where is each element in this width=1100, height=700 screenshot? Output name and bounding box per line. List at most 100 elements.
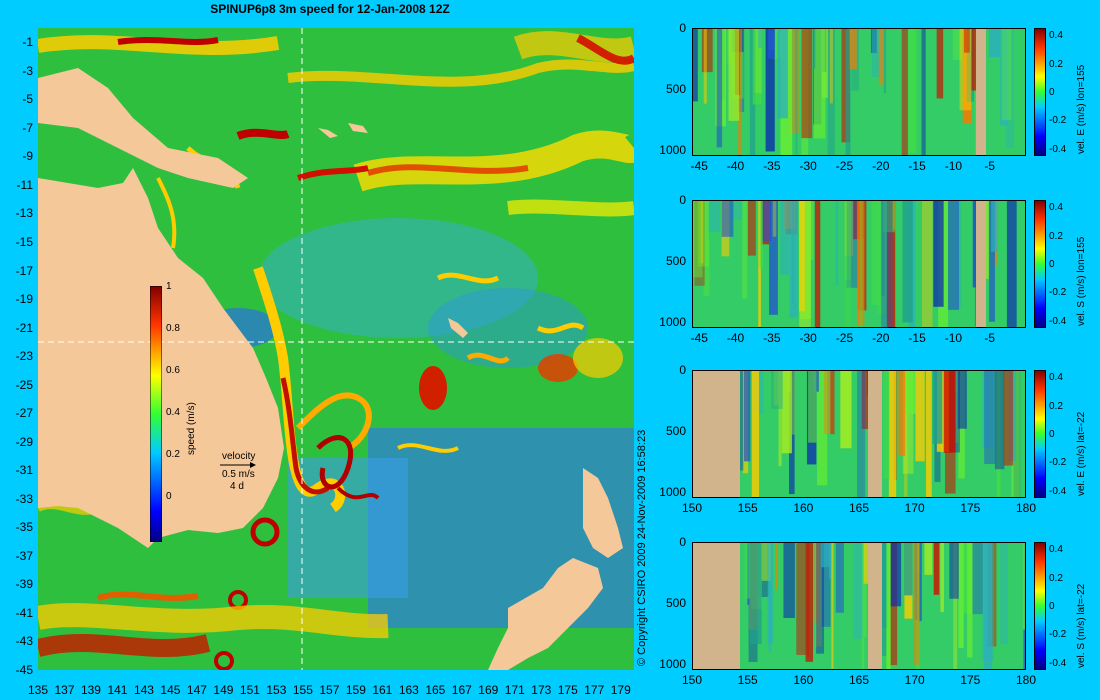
section-colorbar-tick: 0 [1049,259,1055,270]
section-streak [758,28,763,49]
section-streak [743,370,751,462]
section-streak [913,542,920,665]
section-streak [870,28,877,54]
section-colorbar-tick: 0 [1049,429,1055,440]
section-streak [769,200,778,315]
map-x-tick: 171 [504,683,525,697]
map-y-tick: -3 [22,63,33,78]
section-y-tick: 1000 [659,484,686,499]
section-streak [972,542,983,615]
map-x-tick: 155 [292,683,313,697]
section-streak [955,370,959,443]
section-streak [750,542,762,645]
map-y-tick: -11 [16,177,33,192]
section-streak [703,28,707,104]
map-y-tick: -31 [15,463,33,478]
section-streak [801,28,813,139]
section-streak [813,28,826,139]
section-streak [989,200,995,322]
section-land [692,370,740,498]
map-y-tick: -1 [22,35,33,50]
section-streak [963,28,970,53]
section-streak [821,542,831,627]
map-y-tick: -5 [22,92,33,107]
section-land [868,542,882,670]
section-y-tick: 0 [679,21,686,35]
section-streak [767,28,775,59]
section-frame [692,28,1026,156]
map-x-tick: 161 [372,683,393,697]
section-streak [1005,28,1014,148]
section-y-tick: 1000 [659,142,686,157]
section-streak [1022,542,1026,630]
section-colorbar-tick: 0.2 [1049,58,1063,70]
section-streak [981,370,994,449]
map-x-tick: 137 [54,683,75,697]
section-streak [902,200,913,323]
section-land [976,28,986,156]
section-streak [845,200,852,280]
section-x-tick: 165 [848,501,870,515]
section-y-tick: 500 [665,595,686,610]
map-x-tick: 151 [239,683,260,697]
section-streak [849,28,857,70]
section-colorbar [1034,542,1046,670]
section-streak [694,200,705,286]
velocity-key-title: velocity [222,451,256,462]
section-streak [924,542,933,575]
section-colorbar-tick: -0.2 [1049,629,1067,641]
map-x-tick: 139 [80,683,101,697]
section-streak [814,200,821,328]
section-streak [744,542,752,599]
section-x-tick: -40 [726,159,745,173]
section-streak [904,542,913,596]
section-streak [840,370,852,449]
section-streak [728,28,740,121]
section-colorbar-tick: -0.2 [1049,287,1067,299]
section-colorbar-tick: 0.4 [1049,202,1063,214]
map-y-tick: -43 [15,634,33,649]
section-streak [783,200,796,229]
map-x-tick: 169 [478,683,499,697]
map-x-tick: 153 [266,683,287,697]
section-streak [777,28,788,119]
section-x-tick: -40 [726,331,745,345]
section-streak [856,200,865,326]
section-streak [959,28,972,111]
section-streak [805,542,813,662]
section-streak [758,200,761,328]
section-x-tick: -25 [835,159,854,173]
section-streak [966,28,975,102]
section-streak [798,200,805,312]
section-streak [881,200,893,328]
section-streak [835,200,839,286]
section-streak [821,542,831,568]
section-streak [861,370,874,429]
section-streak [886,200,896,328]
section-streak [948,200,960,310]
section-streak [877,200,887,315]
map-y-tick: -15 [15,235,33,249]
map-y-tick: -9 [22,149,33,164]
section-streak [888,370,897,498]
section-x-tick: -45 [690,159,708,173]
colorbar-tick: 0.8 [166,323,180,334]
section-x-tick: -25 [835,331,854,345]
section-label: vel. E (m/s) lat=-22 [1076,411,1087,496]
section-streak [932,370,943,444]
section-x-tick: 170 [904,673,925,687]
section-streak [812,28,816,69]
section-streak [749,28,756,156]
section-streak [933,200,944,307]
section-y-tick: 0 [679,193,686,207]
section-x-tick: -5 [984,159,996,173]
section-streak [817,370,828,486]
section-x-tick: -35 [763,159,781,173]
velocity-key: velocity 0.5 m/s 4 d [220,451,256,493]
section-streak [983,542,993,670]
section-streak [1003,370,1014,466]
section-streak [778,370,782,467]
section-colorbar-tick: 0.4 [1049,544,1063,556]
map-y-tick: -7 [22,120,33,135]
section-colorbar-tick: 0.2 [1049,572,1063,584]
